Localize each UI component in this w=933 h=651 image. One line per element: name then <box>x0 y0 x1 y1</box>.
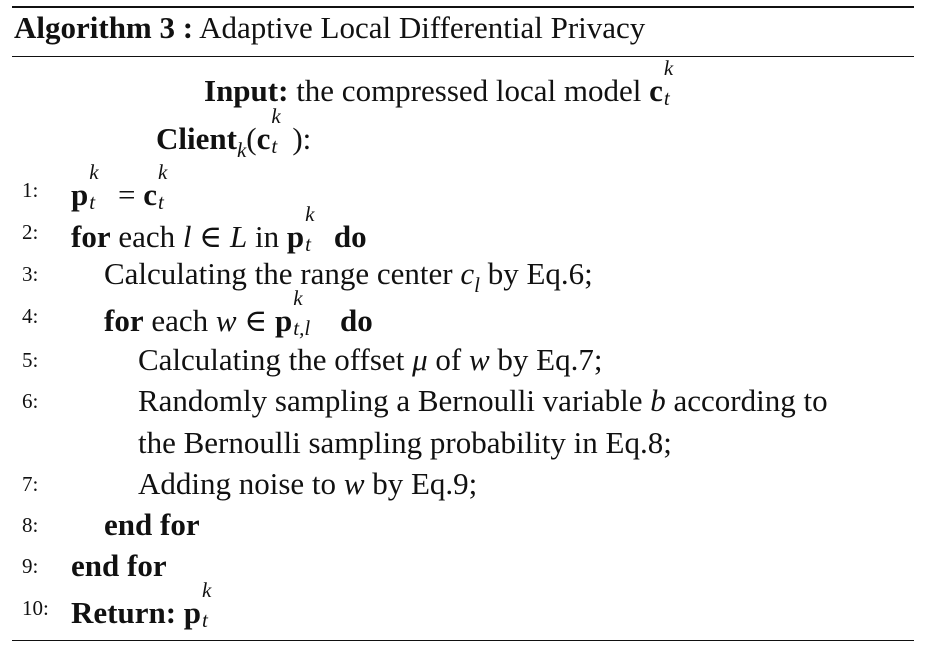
sub-t: t <box>89 190 96 214</box>
elem-of: ∈ <box>236 303 276 338</box>
keyword-do: do <box>340 303 373 338</box>
symbol-p: p <box>183 595 202 630</box>
line-number-8: 8: <box>22 513 39 537</box>
var-mu: μ <box>412 342 428 377</box>
line-number-9: 9: <box>22 554 39 578</box>
var-b: b <box>650 383 666 418</box>
step-text: Calculating the offset <box>138 342 413 377</box>
var-c: c <box>460 256 475 291</box>
keyword-for: for <box>71 219 111 254</box>
step-5: Calculating the offset μ of w by Eq.7; <box>138 344 602 375</box>
step-7: Adding noise to w by Eq.9; <box>138 468 477 499</box>
input-keyword: Input: <box>204 73 289 108</box>
sup-k: k <box>89 160 99 184</box>
var-L: L <box>229 219 248 254</box>
line-number-5: 5: <box>22 348 39 372</box>
client-line: Clientk(c k t): <box>156 106 312 161</box>
line-number-4: 4: <box>22 304 39 328</box>
step-9: end for <box>71 550 167 581</box>
sub-t: t <box>158 190 164 214</box>
input-text: the compressed local model <box>296 73 642 108</box>
text-in: in <box>247 219 287 254</box>
input-sup: k <box>663 56 674 80</box>
algorithm-caption: Algorithm 3 : Adaptive Local Differentia… <box>14 10 645 46</box>
symbol-p: p <box>71 177 89 212</box>
var-w: w <box>215 303 237 338</box>
step-text: Calculating the range center <box>104 256 461 291</box>
step-text: Adding noise to <box>138 466 344 501</box>
keyword-for: for <box>104 303 144 338</box>
step-4: for each w ∈ p k t,l do <box>104 288 373 340</box>
step-text: the Bernoulli sampling probability in Eq… <box>138 425 672 460</box>
client-tsub: t <box>271 134 278 158</box>
line-number-2: 2: <box>22 220 39 244</box>
algorithm-title: Adaptive Local Differential Privacy <box>199 10 646 45</box>
elem-of: ∈ <box>191 219 230 254</box>
top-rule <box>12 6 914 8</box>
client-sub: k <box>236 138 247 162</box>
step-text: by Eq.6; <box>479 256 593 291</box>
sub-l: l <box>474 273 480 297</box>
text-each: each <box>143 303 216 338</box>
step-text: according to <box>665 383 828 418</box>
line-number-6: 6: <box>22 389 39 413</box>
client-open: ( <box>246 121 257 156</box>
algorithm-label: Algorithm 3 : <box>14 10 194 45</box>
step-text: Randomly sampling a Bernoulli variable <box>138 383 651 418</box>
mid-rule <box>12 56 914 57</box>
sup-k: k <box>158 160 168 184</box>
step-3: Calculating the range center cl by Eq.6; <box>104 256 593 296</box>
input-sub: t <box>663 86 670 110</box>
sup-k: k <box>293 286 303 310</box>
line-number-7: 7: <box>22 472 39 496</box>
sub-t: t <box>305 232 311 256</box>
keyword-end-for: end for <box>71 548 167 583</box>
step-text: by Eq.9; <box>364 466 478 501</box>
keyword-end-for: end for <box>104 507 200 542</box>
text-each: each <box>110 219 183 254</box>
equals: = <box>110 177 144 212</box>
step-text: by Eq.7; <box>489 342 603 377</box>
line-number-10: 10: <box>22 596 49 620</box>
symbol-c: c <box>143 177 157 212</box>
var-w: w <box>343 466 365 501</box>
sub-tl: t,l <box>293 316 311 340</box>
client-symbol: c <box>256 121 271 156</box>
sup-k: k <box>305 202 315 226</box>
step-text: of <box>427 342 469 377</box>
symbol-p: p <box>275 303 293 338</box>
line-number-1: 1: <box>22 178 39 202</box>
keyword-return: Return: <box>71 595 177 630</box>
var-w: w <box>468 342 490 377</box>
input-symbol: c <box>649 73 663 108</box>
sup-k: k <box>202 578 212 602</box>
step-6-continued: the Bernoulli sampling probability in Eq… <box>138 427 672 458</box>
symbol-p: p <box>286 219 305 254</box>
client-close: ): <box>292 121 312 156</box>
keyword-do: do <box>333 219 367 254</box>
var-l: l <box>182 219 192 254</box>
client-sup: k <box>271 104 281 128</box>
bottom-rule <box>12 640 914 641</box>
step-8: end for <box>104 509 200 540</box>
step-6: Randomly sampling a Bernoulli variable b… <box>138 385 828 416</box>
sub-t: t <box>202 608 208 632</box>
line-number-3: 3: <box>22 262 39 286</box>
client-keyword: Client <box>156 121 237 156</box>
